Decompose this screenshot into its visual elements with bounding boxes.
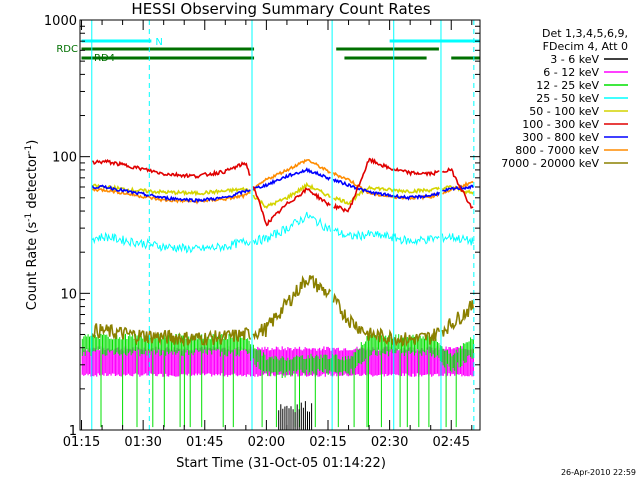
chart-title: HESSI Observing Summary Count Rates [131, 0, 430, 18]
plot-frame [79, 19, 481, 431]
timestamp: 26-Apr-2010 22:59 [561, 468, 636, 477]
legend-entry-label: 800 - 7000 keV [515, 144, 599, 157]
legend-entry-label: 100 - 300 keV [522, 118, 599, 131]
y-tick-label: 1 [69, 424, 77, 439]
series-line-800-7000-kev [91, 158, 474, 205]
legend-header-line: Det 1,3,4,5,6,9, [542, 27, 628, 40]
series-line-25-50-kev [91, 211, 474, 254]
legend-entry-label: 3 - 6 keV [550, 53, 599, 66]
x-tick-label: 01:45 [186, 435, 223, 450]
x-axis-label: Start Time (31-Oct-05 01:14:22) [176, 456, 386, 471]
vertical-markers [91, 20, 475, 430]
flag-label-rdc: RDC [56, 44, 78, 55]
x-tick-label: 01:30 [124, 435, 161, 450]
flag-label-rd4: RD4 [94, 53, 115, 64]
series-spikes-3-6-kev [278, 401, 313, 430]
y-tick-label: 1000 [44, 14, 77, 29]
series-line-7000-20000-kev [91, 275, 474, 348]
x-tick-label: 02:00 [248, 435, 285, 450]
y-tick-label: 10 [60, 287, 77, 302]
x-tick-label: 02:30 [371, 435, 408, 450]
y-tick-label: 100 [52, 151, 77, 166]
plot-series [81, 157, 474, 430]
legend-header-line: FDecim 4, Att 0 [543, 40, 628, 53]
series-line-50-100-kev [92, 181, 474, 209]
legend-entry-label: 6 - 12 keV [543, 66, 599, 79]
flag-rows: N RDC RD4 [56, 37, 480, 64]
legend-entry-label: 12 - 25 keV [536, 79, 599, 92]
x-tick-label: 01:15 [63, 435, 100, 450]
y-axis-label: Count Rate (s-1 detector-1) [24, 140, 40, 311]
legend-entry-label: 25 - 50 keV [536, 92, 599, 105]
legend-entry-label: 300 - 800 keV [522, 131, 599, 144]
legend: Det 1,3,4,5,6,9,FDecim 4, Att 03 - 6 keV… [501, 27, 628, 170]
legend-entry-label: 7000 - 20000 keV [501, 157, 599, 170]
legend-entry-label: 50 - 100 keV [529, 105, 599, 118]
axis-ticks: 1 10 100 1000 01:15 01:30 01:45 02:00 02:15 02:30… [44, 14, 480, 450]
x-tick-label: 02:15 [309, 435, 346, 450]
x-tick-label: 02:45 [433, 435, 470, 450]
series-line-100-300-kev [92, 157, 474, 227]
flag-label-n: N [155, 37, 162, 48]
series-line-300-800-kev [91, 167, 474, 204]
